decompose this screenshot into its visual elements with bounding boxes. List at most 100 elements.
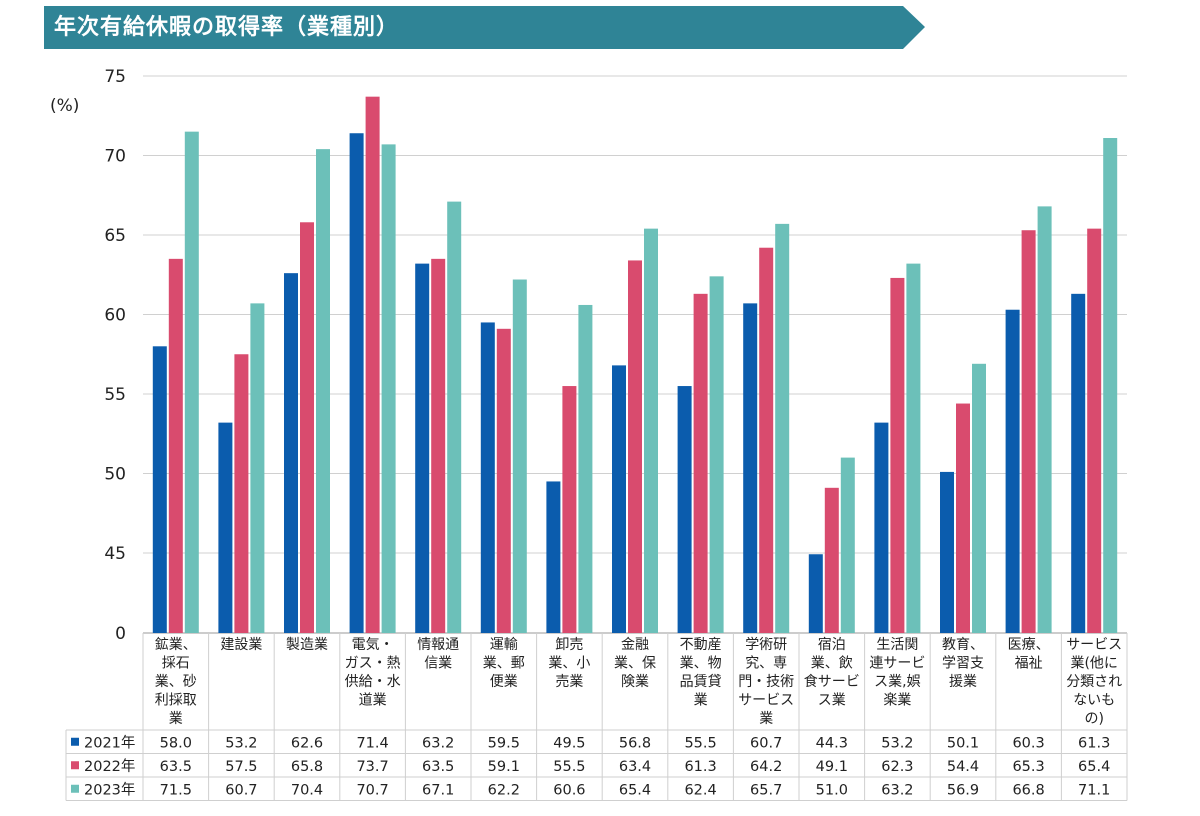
bar-2022年 bbox=[824, 487, 839, 633]
table-value: 54.4 bbox=[947, 759, 979, 775]
y-tick-label: 0 bbox=[115, 624, 126, 644]
bar-2023年 bbox=[1037, 206, 1052, 633]
table-value: 60.7 bbox=[750, 735, 782, 751]
table-value: 58.0 bbox=[160, 735, 192, 751]
bar-2022年 bbox=[1087, 228, 1102, 633]
legend-label: 2021年 bbox=[84, 734, 135, 751]
table-value: 61.3 bbox=[1078, 735, 1110, 751]
table-value: 65.7 bbox=[750, 782, 782, 798]
table-value: 50.1 bbox=[947, 735, 979, 751]
category-label: 運輸 bbox=[490, 637, 518, 653]
category-label: 品賃貸 bbox=[680, 674, 722, 690]
category-label: 学習支 bbox=[942, 656, 984, 672]
bar-2023年 bbox=[447, 201, 462, 634]
category-label: 業、保 bbox=[614, 656, 656, 672]
legend-swatch-2023年 bbox=[71, 784, 79, 793]
bar-2021年 bbox=[218, 422, 233, 633]
legend-label: 2023年 bbox=[84, 781, 135, 798]
y-tick-label: 75 bbox=[104, 67, 126, 87]
y-tick-label: 55 bbox=[104, 385, 126, 405]
table-value: 59.5 bbox=[488, 735, 520, 751]
banner-shape bbox=[44, 6, 925, 49]
table-value: 57.5 bbox=[225, 759, 257, 775]
bar-2022年 bbox=[1021, 230, 1036, 634]
table-value: 60.7 bbox=[225, 782, 257, 798]
category-label: 楽業 bbox=[883, 693, 911, 709]
category-label: 援業 bbox=[949, 674, 977, 690]
table-value: 65.3 bbox=[1012, 759, 1044, 775]
category-label: 卸売 bbox=[555, 637, 583, 653]
legend-swatch-2021年 bbox=[71, 737, 79, 746]
bar-2021年 bbox=[284, 273, 298, 633]
category-label: 鉱業、 bbox=[155, 636, 197, 653]
table-value: 62.3 bbox=[881, 759, 913, 775]
category-label: 宿泊 bbox=[818, 636, 846, 653]
bar-2023年 bbox=[906, 263, 921, 633]
bar-2021年 bbox=[940, 471, 954, 633]
table-value: 71.4 bbox=[356, 735, 388, 751]
category-label: 門・技術 bbox=[738, 674, 794, 690]
category-label: 業、飲 bbox=[811, 656, 853, 672]
table-value: 71.5 bbox=[160, 782, 192, 798]
y-tick-label: 60 bbox=[104, 306, 126, 326]
bar-2022年 bbox=[365, 96, 380, 634]
table-value: 63.5 bbox=[160, 759, 192, 775]
category-label: 売業 bbox=[555, 674, 583, 690]
bar-2021年 bbox=[152, 346, 167, 633]
category-label: 医療、 bbox=[1008, 636, 1050, 653]
bar-2022年 bbox=[628, 260, 642, 633]
table-value: 53.2 bbox=[225, 735, 257, 751]
table-value: 60.6 bbox=[553, 782, 585, 798]
table-value: 60.3 bbox=[1012, 735, 1044, 751]
category-label: ス業 bbox=[818, 693, 846, 709]
category-label: 業、物 bbox=[680, 656, 722, 672]
table-value: 63.5 bbox=[422, 759, 454, 775]
table-value: 65.4 bbox=[619, 782, 651, 798]
category-label: ス業,娯 bbox=[874, 674, 920, 690]
legend-label: 2022年 bbox=[84, 758, 135, 775]
category-label: 業、郵 bbox=[483, 656, 525, 672]
table-value: 61.3 bbox=[684, 759, 716, 775]
table-value: 49.1 bbox=[816, 759, 848, 775]
table-value: 44.3 bbox=[816, 735, 848, 751]
category-label: 分類され bbox=[1066, 674, 1122, 690]
y-axis-unit: (%) bbox=[50, 96, 80, 116]
bar-2023年 bbox=[250, 303, 265, 633]
table-value: 55.5 bbox=[553, 759, 585, 775]
bar-2023年 bbox=[709, 276, 724, 633]
table-value: 51.0 bbox=[816, 782, 848, 798]
bar-2021年 bbox=[1005, 309, 1020, 633]
table-value: 63.2 bbox=[881, 782, 913, 798]
table-value: 62.4 bbox=[684, 782, 716, 798]
category-label: 生活関 bbox=[876, 637, 918, 653]
category-label: 業、小 bbox=[548, 656, 590, 672]
table-value: 62.2 bbox=[488, 782, 520, 798]
title-banner: 年次有給休暇の取得率（業種別） bbox=[0, 0, 1200, 52]
y-tick-label: 70 bbox=[104, 147, 126, 167]
category-label: 業 bbox=[169, 711, 183, 727]
bar-2022年 bbox=[759, 247, 774, 633]
category-label: 学術研 bbox=[745, 637, 787, 653]
category-label: 食サービ bbox=[804, 673, 860, 690]
bar-2023年 bbox=[775, 223, 790, 633]
bar-2021年 bbox=[546, 481, 561, 633]
category-label: 究、専 bbox=[745, 656, 787, 672]
bar-2022年 bbox=[300, 222, 314, 633]
bar-2023年 bbox=[972, 363, 986, 633]
category-label: 採石 bbox=[162, 656, 190, 672]
bar-2023年 bbox=[316, 149, 330, 633]
table-value: 63.4 bbox=[619, 759, 651, 775]
bar-2021年 bbox=[677, 386, 692, 633]
bar-2023年 bbox=[1103, 138, 1118, 633]
table-value: 64.2 bbox=[750, 759, 782, 775]
category-label: 製造業 bbox=[286, 637, 328, 653]
table-value: 66.8 bbox=[1012, 782, 1044, 798]
table-value: 53.2 bbox=[881, 735, 913, 751]
category-label: 連サービ bbox=[869, 656, 925, 672]
category-label: 利採取 bbox=[155, 693, 197, 709]
table-value: 55.5 bbox=[684, 735, 716, 751]
table-value: 62.6 bbox=[291, 735, 323, 751]
bar-2022年 bbox=[431, 258, 446, 633]
bar-2022年 bbox=[234, 354, 249, 633]
